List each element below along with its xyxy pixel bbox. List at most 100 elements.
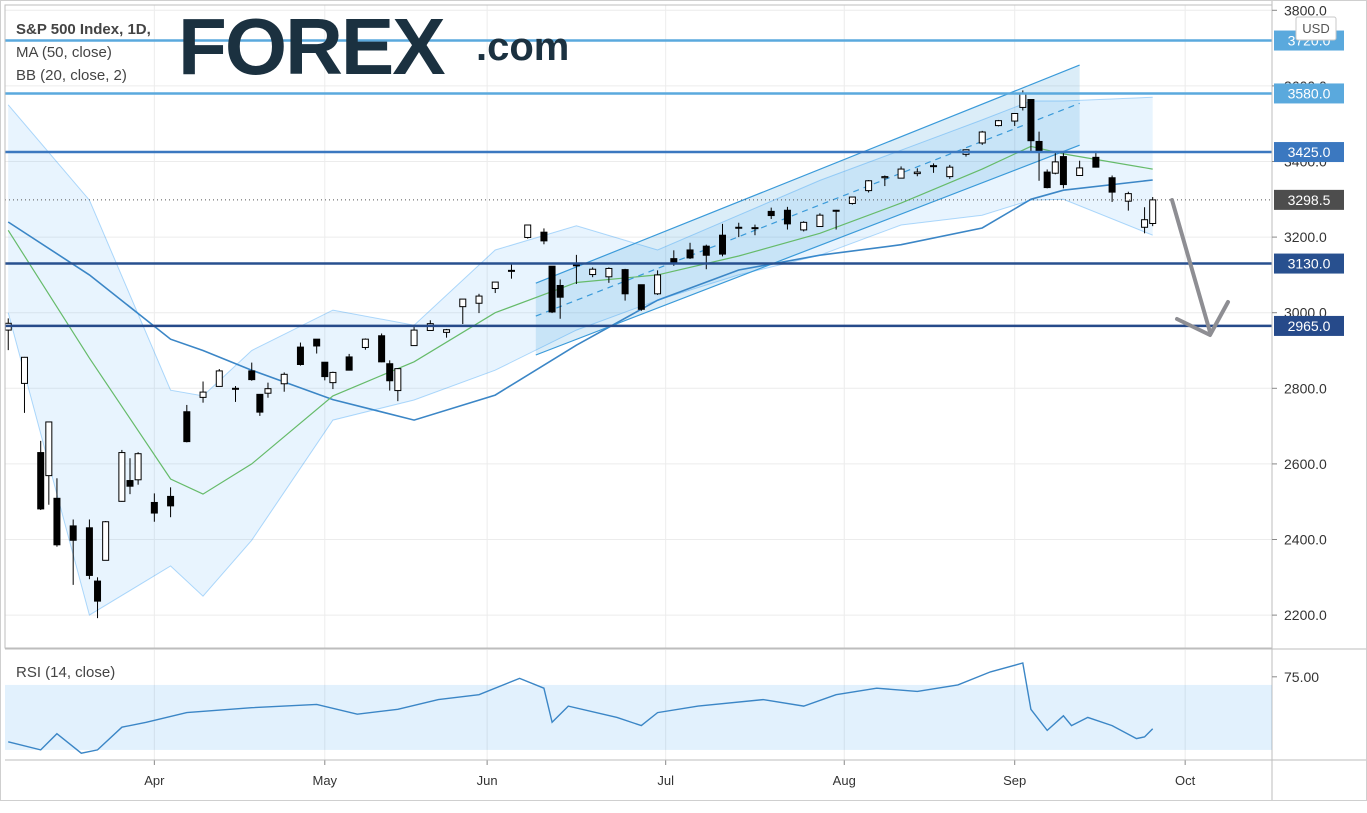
- candle-body: [848, 196, 856, 204]
- rsi-band: [5, 684, 1272, 750]
- candle-body: [378, 335, 386, 363]
- candle-body: [540, 231, 548, 242]
- candle-body: [410, 329, 418, 347]
- candle-body: [475, 295, 483, 304]
- level-label: 2965.0: [1288, 318, 1331, 334]
- candle-body: [1141, 219, 1149, 228]
- y-tick-label: 2800.0: [1284, 380, 1327, 396]
- candle-body: [1035, 140, 1043, 152]
- candle-body: [589, 268, 597, 276]
- candle-body: [751, 227, 759, 230]
- candle-body: [1027, 99, 1035, 142]
- candle-body: [321, 361, 329, 378]
- y-tick-label: 3200.0: [1284, 229, 1327, 245]
- candle-body: [134, 453, 142, 481]
- candle-body: [1149, 199, 1157, 224]
- candle-body: [913, 171, 921, 175]
- candle-body: [361, 338, 369, 348]
- y-tick-label: 2400.0: [1284, 532, 1327, 548]
- x-tick-label: Sep: [1003, 773, 1026, 788]
- candle-body: [719, 234, 727, 255]
- candle-body: [930, 165, 938, 168]
- candle-body: [386, 363, 394, 382]
- candle-body: [946, 166, 954, 178]
- candle-body: [1092, 156, 1100, 168]
- candle-body: [329, 371, 337, 384]
- candle-body: [183, 411, 191, 443]
- candle-body: [783, 209, 791, 225]
- bb-lower: [7, 198, 1153, 616]
- candle-body: [53, 497, 61, 546]
- candle-body: [1059, 156, 1067, 186]
- candle-body: [45, 421, 53, 477]
- channel-upper: [535, 64, 1080, 284]
- legend-entry: MA (50, close): [16, 44, 112, 61]
- candle-body: [20, 356, 28, 384]
- candle-body: [296, 346, 304, 365]
- logo-name: FOREX: [178, 2, 445, 91]
- x-tick-label: Jul: [657, 773, 674, 788]
- candle-body: [69, 525, 77, 541]
- candle-body: [459, 298, 467, 308]
- candle-body: [199, 391, 207, 398]
- y-tick-label: 2600.0: [1284, 456, 1327, 472]
- candle-body: [816, 214, 824, 228]
- candle-body: [865, 180, 873, 192]
- legend-entry: BB (20, close, 2): [16, 67, 127, 84]
- y-tick-label: 75.00: [1284, 669, 1319, 685]
- candle-body: [686, 249, 694, 259]
- candle-body: [102, 521, 110, 561]
- level-label-box: [1274, 83, 1344, 104]
- candle-body: [654, 274, 662, 295]
- candle-body: [556, 284, 564, 298]
- x-tick-label: Oct: [1175, 773, 1196, 788]
- candle-body: [264, 388, 272, 394]
- rsi-label: RSI (14, close): [16, 664, 115, 681]
- candle-body: [94, 580, 102, 602]
- bb-upper: [7, 96, 1153, 397]
- chart-title: S&P 500 Index, 1D,: [16, 21, 151, 38]
- candle-body: [443, 329, 451, 333]
- x-tick-label: Aug: [833, 773, 856, 788]
- candle-body: [994, 120, 1002, 127]
- candle-body: [167, 495, 175, 507]
- candle-body: [1124, 193, 1132, 202]
- level-label: 3130.0: [1288, 256, 1331, 272]
- bb-band: [8, 97, 1153, 616]
- candle-body: [832, 209, 840, 212]
- candle-body: [800, 221, 808, 231]
- level-label: 3425.0: [1288, 144, 1331, 160]
- candle-body: [978, 131, 986, 144]
- level-label: 3580.0: [1288, 85, 1331, 101]
- x-tick-label: Jun: [477, 773, 498, 788]
- last-price-box: [1274, 189, 1344, 210]
- rsi-line: [8, 662, 1154, 754]
- candle-body: [621, 269, 629, 295]
- level-label-box: [1274, 142, 1344, 163]
- arrow: [1170, 198, 1230, 337]
- candle-body: [1011, 112, 1019, 122]
- candle-body: [637, 284, 645, 310]
- y-tick-label: 3800.0: [1284, 2, 1327, 18]
- candle-body: [85, 527, 93, 576]
- currency-label: USD: [1302, 21, 1329, 36]
- last-price-label: 3298.5: [1288, 192, 1331, 208]
- candle-body: [524, 224, 532, 238]
- candle-body: [491, 281, 499, 290]
- candle-body: [767, 210, 775, 217]
- x-tick-label: Apr: [144, 773, 165, 788]
- x-tick-label: May: [313, 773, 338, 788]
- candle-body: [248, 370, 256, 381]
- candle-body: [215, 370, 223, 387]
- candle-body: [735, 226, 743, 229]
- candle-body: [394, 368, 402, 392]
- rsi-panel: [5, 662, 1272, 754]
- currency-box: [1295, 16, 1337, 41]
- candle-body: [897, 168, 905, 179]
- candle-body: [232, 387, 240, 390]
- candle-body: [345, 356, 353, 371]
- candle-body: [118, 452, 126, 502]
- level-label-box: [1274, 253, 1344, 274]
